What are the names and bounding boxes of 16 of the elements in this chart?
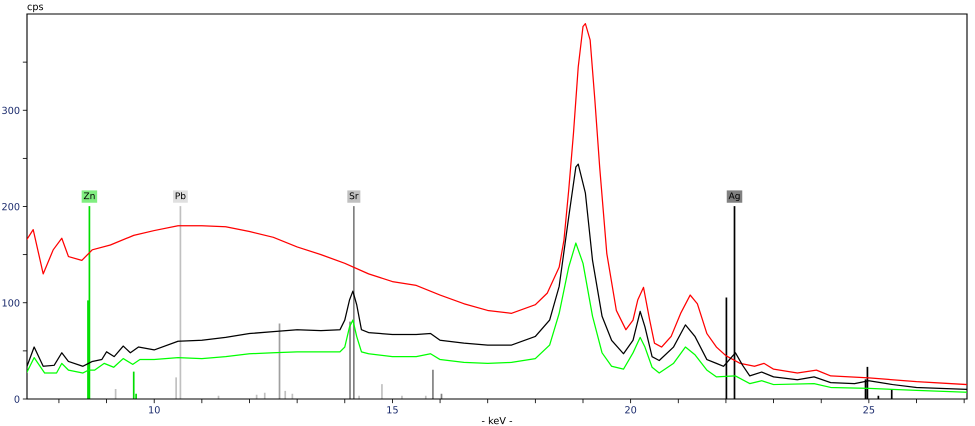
x-tick-label: 15 xyxy=(387,406,398,414)
y-tick-label: 300 xyxy=(2,106,20,114)
annotation: Zn xyxy=(84,192,95,200)
x-tick-label: 25 xyxy=(863,406,874,414)
x-axis-title: - keV - xyxy=(482,416,512,424)
annotation: Sr xyxy=(350,192,359,200)
y-tick-label: 0 xyxy=(14,395,20,403)
y-tick-label: 200 xyxy=(2,202,20,210)
x-tick-label: 10 xyxy=(149,406,160,414)
y-tick-label: 100 xyxy=(2,299,20,307)
line-series xyxy=(27,23,967,386)
line-series xyxy=(27,242,967,393)
x-tick-label: 20 xyxy=(625,406,636,414)
annotation: Pb xyxy=(176,192,186,200)
y-axis-title: cps xyxy=(28,4,44,12)
annotation: Ag xyxy=(728,192,740,201)
